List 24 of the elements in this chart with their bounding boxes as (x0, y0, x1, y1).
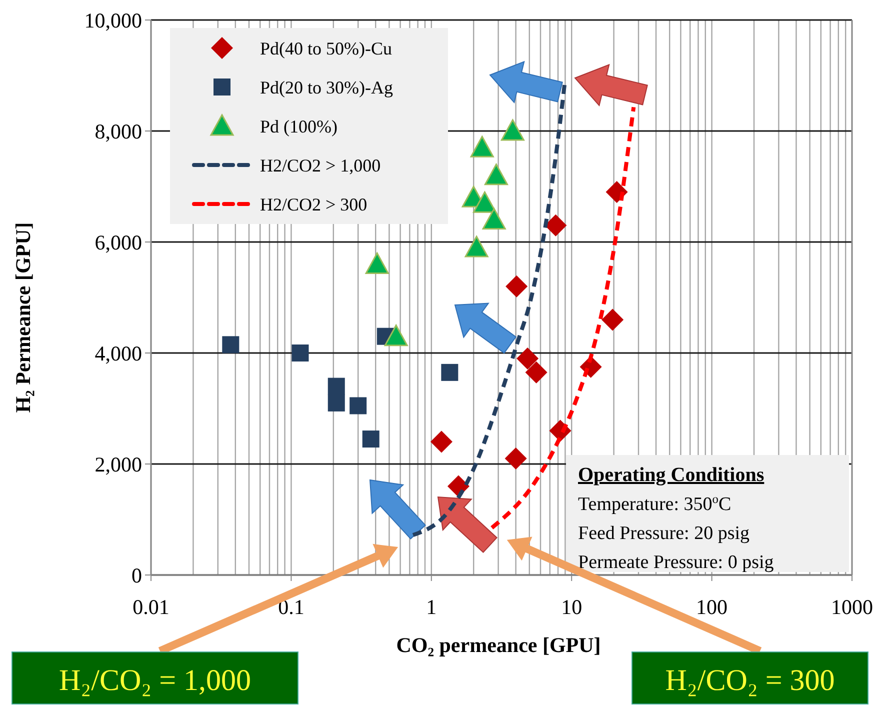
x-tick-label: 100 (696, 595, 728, 619)
annotation: Permeate Pressure: 0 psig (578, 552, 774, 573)
y-tick-label: 8,000 (94, 119, 142, 144)
legend-label: H2/CO2 > 1,000 (260, 155, 381, 176)
x-axis-title: CO₂ permeance [GPU] (396, 633, 601, 657)
y-tick-label: 6,000 (94, 230, 142, 254)
x-tick-label: 1000 (831, 595, 873, 619)
y-tick-label: 4,000 (94, 341, 142, 366)
legend-label: Pd (100%) (260, 116, 338, 136)
y-tick-label: 2,000 (94, 452, 142, 476)
x-tick-label: 0.01 (132, 595, 170, 619)
annotation: Temperature: 350$^{o}$C (578, 492, 732, 515)
y-tick-label: 0 (132, 563, 142, 588)
x-tick-label: 1 (426, 595, 437, 619)
y-tick-label: 10,000 (84, 8, 142, 32)
legend-label: H2/CO2 > 300 (260, 194, 368, 214)
annotation: Operating Conditions (578, 464, 764, 486)
text: H₂/CO₂ = 300 (665, 664, 835, 697)
y-axis-title: H₂ Permeance [GPU] (11, 222, 35, 413)
legend-label: Pd(40 to 50%)-Cu (260, 38, 392, 58)
text: H₂/CO₂ = 1,000 (58, 664, 252, 697)
annotation: Feed Pressure: 20 psig (578, 523, 750, 544)
x-tick-label: 10 (561, 595, 582, 619)
legend-label: Pd(20 to 30%)-Ag (260, 77, 393, 98)
